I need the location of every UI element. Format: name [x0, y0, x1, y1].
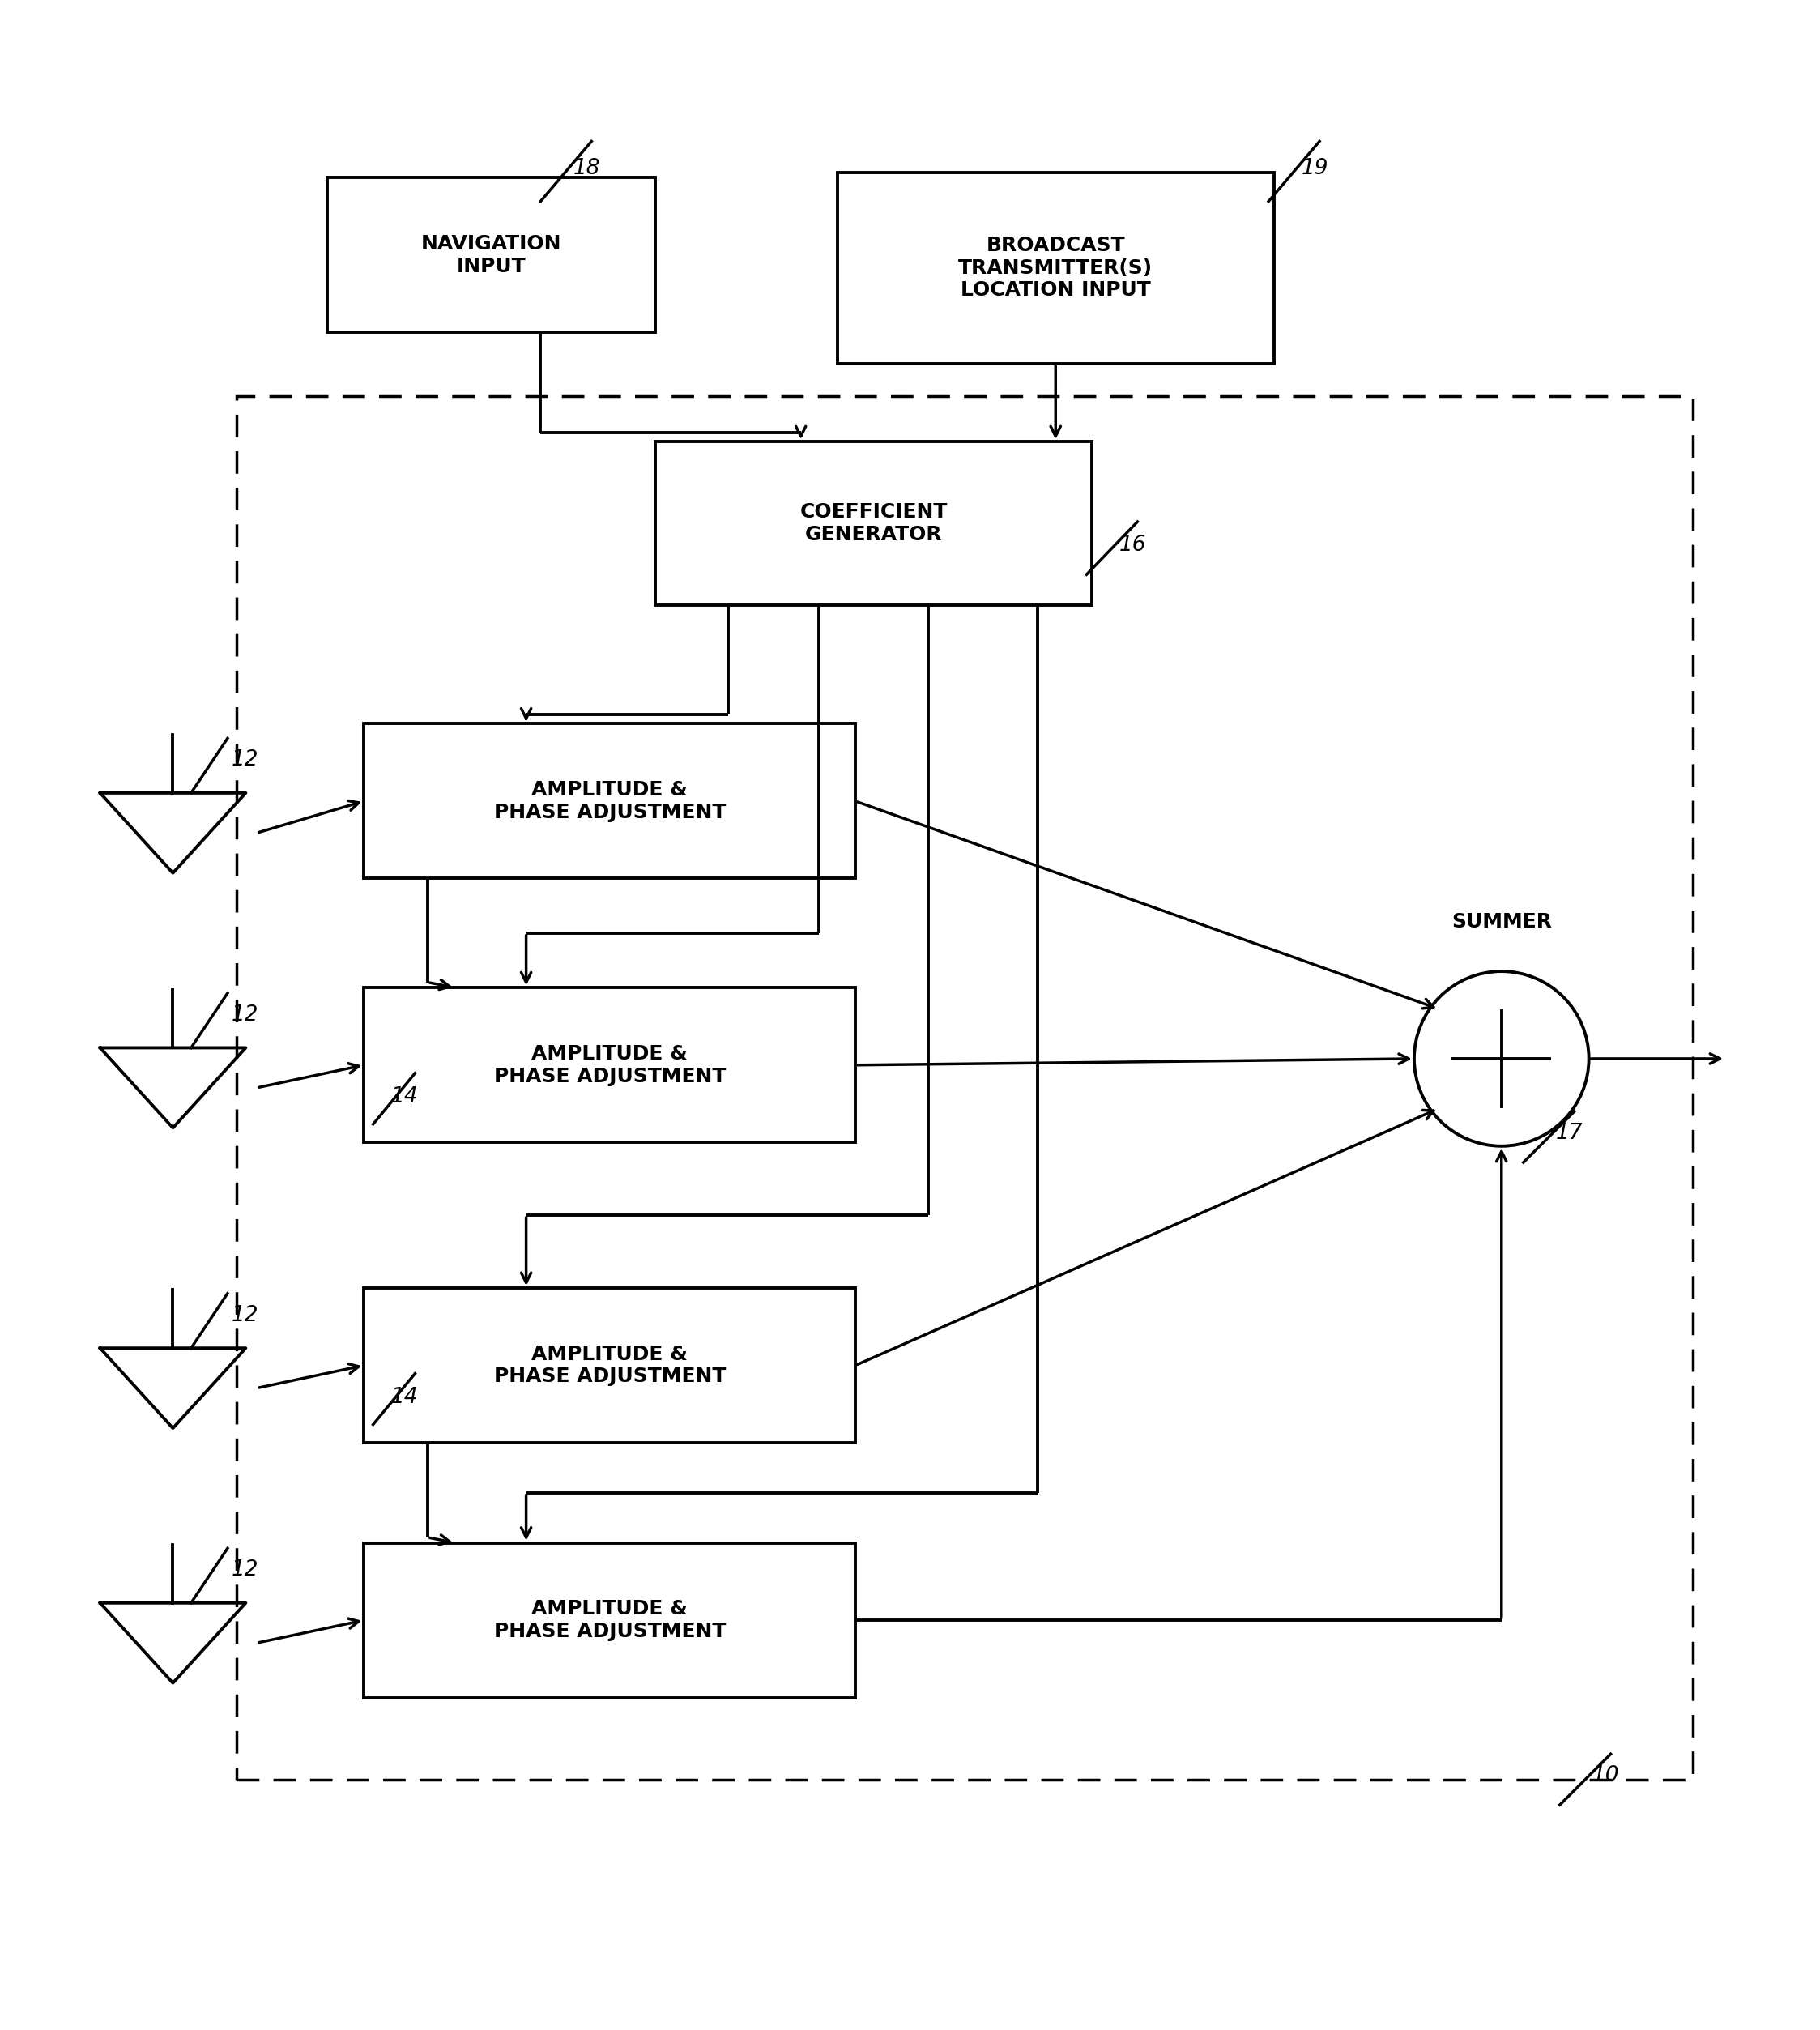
Text: 18: 18	[573, 158, 601, 179]
Text: 12: 12	[231, 1305, 258, 1326]
Text: 12: 12	[231, 1005, 258, 1025]
Bar	[364, 989, 855, 1143]
Text: 12: 12	[231, 749, 258, 771]
Text: AMPLITUDE &
PHASE ADJUSTMENT: AMPLITUDE & PHASE ADJUSTMENT	[493, 780, 726, 822]
Bar	[655, 443, 1092, 605]
Text: SUMMER: SUMMER	[1451, 911, 1552, 932]
Text: AMPLITUDE &
PHASE ADJUSTMENT: AMPLITUDE & PHASE ADJUSTMENT	[493, 1043, 726, 1086]
Text: NAVIGATION
INPUT: NAVIGATION INPUT	[420, 233, 562, 276]
Bar	[364, 1287, 855, 1443]
Text: 16: 16	[1119, 534, 1147, 556]
Text: AMPLITUDE &
PHASE ADJUSTMENT: AMPLITUDE & PHASE ADJUSTMENT	[493, 1344, 726, 1386]
Bar	[364, 725, 855, 879]
Text: 17: 17	[1556, 1123, 1583, 1143]
Bar	[328, 179, 655, 333]
Bar	[237, 396, 1693, 1780]
Text: COEFFICIENT
GENERATOR: COEFFICIENT GENERATOR	[799, 503, 948, 544]
Bar	[837, 173, 1274, 363]
Text: 10: 10	[1592, 1766, 1620, 1786]
Text: 12: 12	[231, 1559, 258, 1581]
Text: AMPLITUDE &
PHASE ADJUSTMENT: AMPLITUDE & PHASE ADJUSTMENT	[493, 1600, 726, 1640]
Text: 19: 19	[1301, 158, 1329, 179]
Bar	[364, 1543, 855, 1697]
Text: 14: 14	[391, 1386, 419, 1407]
Text: BROADCAST
TRANSMITTER(S)
LOCATION INPUT: BROADCAST TRANSMITTER(S) LOCATION INPUT	[959, 235, 1152, 300]
Text: 14: 14	[391, 1086, 419, 1108]
